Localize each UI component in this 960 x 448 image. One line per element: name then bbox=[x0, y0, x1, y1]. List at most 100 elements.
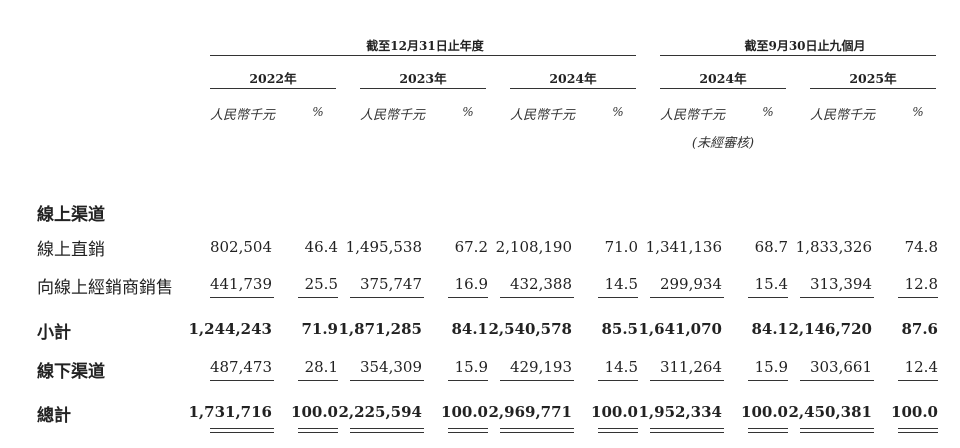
rule-total-2024-amt bbox=[500, 380, 574, 381]
dbl-rule-b-2024-pct bbox=[598, 432, 638, 433]
dbl-rule-a-2022-pct bbox=[298, 428, 338, 429]
cell-total-2022-amt: 1,731,716 bbox=[188, 403, 272, 421]
row-label-online-direct: 線上直銷 bbox=[37, 240, 105, 260]
rule-subtotal-2022-amt bbox=[210, 297, 274, 298]
cell-online-dist-2022-amt: 441,739 bbox=[209, 275, 272, 293]
year-header-2024: 2024年 bbox=[549, 71, 597, 86]
dbl-rule-b-2024-9m-pct bbox=[748, 432, 788, 433]
period-group-nine-months: 截至9月30日止九個月 bbox=[744, 39, 866, 53]
cell-offline-2023-pct: 15.9 bbox=[454, 358, 488, 376]
cell-online-dist-2024-pct: 14.5 bbox=[604, 275, 638, 293]
unit-percent-2025-9m: % bbox=[912, 105, 924, 119]
dbl-rule-a-2025-9m-pct bbox=[898, 428, 938, 429]
dbl-rule-a-2024-amt bbox=[500, 428, 574, 429]
cell-subtotal-2022-pct: 71.9 bbox=[301, 320, 338, 338]
unit-percent-2024: % bbox=[612, 105, 624, 119]
cell-online-direct-2025-9m-amt: 1,833,326 bbox=[795, 238, 872, 256]
row-label-subtotal: 小計 bbox=[37, 323, 71, 343]
dbl-rule-b-2024-amt bbox=[500, 432, 574, 433]
cell-online-dist-2023-pct: 16.9 bbox=[454, 275, 488, 293]
section-title-online: 線上渠道 bbox=[37, 205, 105, 225]
cell-online-direct-2024-9m-pct: 68.7 bbox=[754, 238, 788, 256]
rule-subtotal-2022-pct bbox=[298, 297, 338, 298]
dbl-rule-a-2024-9m-amt bbox=[650, 428, 724, 429]
year-header-2024-9m: 2024年 bbox=[699, 71, 747, 86]
rule-subtotal-2024-pct bbox=[598, 297, 638, 298]
cell-subtotal-2024-9m-amt: 1,641,070 bbox=[638, 320, 722, 338]
row-label-offline: 線下渠道 bbox=[37, 362, 105, 382]
cell-offline-2022-pct: 28.1 bbox=[304, 358, 338, 376]
year-header-2023: 2023年 bbox=[399, 71, 447, 86]
group-rule-right bbox=[660, 55, 936, 56]
cell-offline-2024-9m-pct: 15.9 bbox=[754, 358, 788, 376]
cell-total-2022-pct: 100.0 bbox=[291, 403, 338, 421]
cell-online-dist-2024-9m-pct: 15.4 bbox=[754, 275, 788, 293]
cell-subtotal-2024-pct: 85.5 bbox=[601, 320, 638, 338]
cell-online-dist-2024-amt: 432,388 bbox=[509, 275, 572, 293]
unit-percent-2024-9m: % bbox=[762, 105, 774, 119]
rule-subtotal-2024-9m-amt bbox=[650, 297, 724, 298]
rule-total-2023-amt bbox=[350, 380, 424, 381]
cell-offline-2025-9m-pct: 12.4 bbox=[904, 358, 938, 376]
cell-offline-2024-9m-amt: 311,264 bbox=[659, 358, 722, 376]
cell-online-dist-2025-9m-amt: 313,394 bbox=[809, 275, 872, 293]
dbl-rule-a-2024-9m-pct bbox=[748, 428, 788, 429]
year-rule-2023 bbox=[360, 88, 486, 89]
cell-total-2025-9m-pct: 100.0 bbox=[891, 403, 938, 421]
cell-online-dist-2022-pct: 25.5 bbox=[304, 275, 338, 293]
cell-offline-2022-amt: 487,473 bbox=[209, 358, 272, 376]
cell-online-direct-2024-9m-amt: 1,341,136 bbox=[645, 238, 722, 256]
cell-subtotal-2023-pct: 84.1 bbox=[451, 320, 488, 338]
cell-subtotal-2024-9m-pct: 84.1 bbox=[751, 320, 788, 338]
cell-offline-2023-amt: 354,309 bbox=[359, 358, 422, 376]
unaudited-note: (未經審核) bbox=[691, 136, 755, 151]
rule-total-2022-amt bbox=[210, 380, 274, 381]
row-label-online-distributor: 向線上經銷商銷售 bbox=[37, 278, 173, 298]
year-rule-2022 bbox=[210, 88, 336, 89]
cell-total-2024-pct: 100.0 bbox=[591, 403, 638, 421]
cell-online-direct-2022-amt: 802,504 bbox=[209, 238, 272, 256]
cell-online-direct-2025-9m-pct: 74.8 bbox=[904, 238, 938, 256]
rule-total-2025-9m-pct bbox=[898, 380, 938, 381]
rule-total-2023-pct bbox=[448, 380, 488, 381]
row-label-total: 總計 bbox=[37, 406, 71, 426]
rule-total-2024-9m-amt bbox=[650, 380, 724, 381]
rule-subtotal-2025-9m-pct bbox=[898, 297, 938, 298]
year-header-2025-9m: 2025年 bbox=[849, 71, 897, 86]
period-group-fiscal-year: 截至12月31日止年度 bbox=[366, 39, 484, 53]
unit-amount-2023: 人民幣千元 bbox=[360, 108, 426, 123]
cell-online-direct-2022-pct: 46.4 bbox=[304, 238, 338, 256]
dbl-rule-b-2022-amt bbox=[210, 432, 274, 433]
unit-amount-2025-9m: 人民幣千元 bbox=[810, 108, 876, 123]
cell-subtotal-2024-amt: 2,540,578 bbox=[488, 320, 572, 338]
cell-subtotal-2023-amt: 1,871,285 bbox=[338, 320, 422, 338]
dbl-rule-b-2025-9m-amt bbox=[800, 432, 874, 433]
dbl-rule-b-2023-amt bbox=[350, 432, 424, 433]
dbl-rule-a-2025-9m-amt bbox=[800, 428, 874, 429]
rule-subtotal-2025-9m-amt bbox=[800, 297, 874, 298]
rule-total-2024-9m-pct bbox=[748, 380, 788, 381]
cell-total-2024-9m-amt: 1,952,334 bbox=[638, 403, 722, 421]
unit-amount-2022: 人民幣千元 bbox=[210, 108, 276, 123]
year-rule-2025-9m bbox=[810, 88, 936, 89]
cell-offline-2024-amt: 429,193 bbox=[509, 358, 572, 376]
cell-online-direct-2023-amt: 1,495,538 bbox=[345, 238, 422, 256]
dbl-rule-a-2024-pct bbox=[598, 428, 638, 429]
group-rule-left bbox=[210, 55, 636, 56]
unit-amount-2024-9m: 人民幣千元 bbox=[660, 108, 726, 123]
rule-subtotal-2024-amt bbox=[500, 297, 574, 298]
dbl-rule-b-2023-pct bbox=[448, 432, 488, 433]
cell-offline-2024-pct: 14.5 bbox=[604, 358, 638, 376]
cell-total-2024-9m-pct: 100.0 bbox=[741, 403, 788, 421]
rule-total-2025-9m-amt bbox=[800, 380, 874, 381]
cell-total-2023-pct: 100.0 bbox=[441, 403, 488, 421]
dbl-rule-a-2022-amt bbox=[210, 428, 274, 429]
year-rule-2024 bbox=[510, 88, 636, 89]
dbl-rule-a-2023-amt bbox=[350, 428, 424, 429]
cell-offline-2025-9m-amt: 303,661 bbox=[809, 358, 872, 376]
cell-online-dist-2024-9m-amt: 299,934 bbox=[659, 275, 722, 293]
cell-subtotal-2025-9m-pct: 87.6 bbox=[901, 320, 938, 338]
cell-online-dist-2023-amt: 375,747 bbox=[359, 275, 422, 293]
rule-total-2024-pct bbox=[598, 380, 638, 381]
cell-online-direct-2023-pct: 67.2 bbox=[454, 238, 488, 256]
